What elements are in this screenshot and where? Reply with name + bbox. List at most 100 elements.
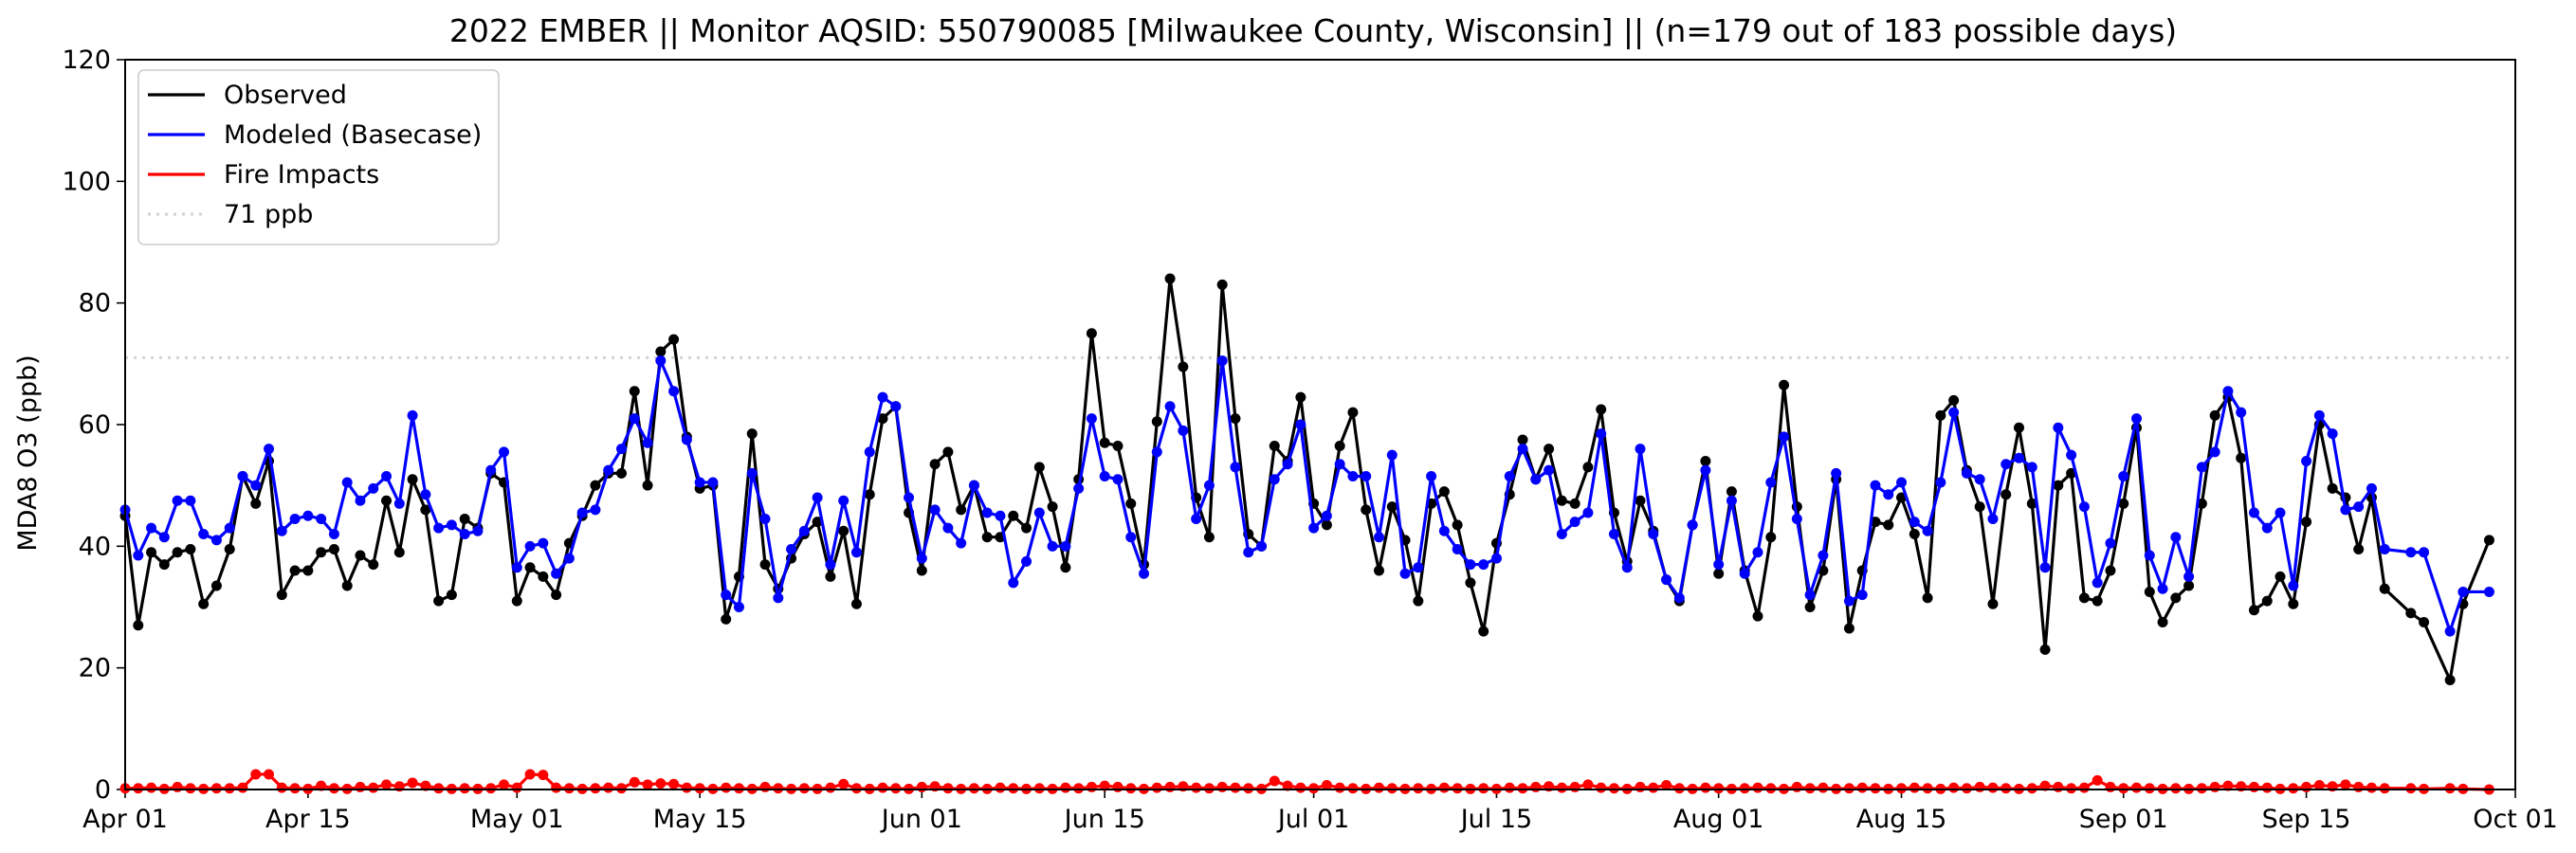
data-point: [133, 550, 144, 561]
data-point: [1713, 559, 1725, 571]
data-point: [2405, 608, 2417, 619]
data-point: [328, 544, 339, 555]
data-point: [1099, 780, 1110, 791]
data-point: [721, 613, 732, 625]
data-point: [2078, 592, 2090, 604]
data-point: [1791, 513, 1802, 524]
data-point: [2157, 583, 2168, 594]
data-point: [615, 467, 627, 479]
data-point: [629, 776, 640, 788]
data-point: [524, 769, 536, 780]
data-point: [1021, 555, 1032, 567]
data-point: [1112, 440, 1124, 451]
data-point: [433, 595, 445, 607]
data-point: [2131, 782, 2142, 793]
y-tick-label: 20: [79, 654, 111, 683]
data-point: [2301, 456, 2312, 466]
data-point: [956, 537, 967, 549]
data-point: [459, 783, 470, 794]
data-point: [981, 532, 993, 543]
data-point: [1713, 783, 1725, 794]
chart-title: 2022 EMBER || Monitor AQSID: 550790085 […: [449, 12, 2177, 49]
data-point: [264, 444, 275, 455]
data-point: [1596, 404, 1607, 415]
data-point: [655, 778, 667, 789]
data-point: [995, 510, 1006, 521]
data-point: [511, 782, 522, 793]
data-point: [2405, 783, 2417, 794]
data-point: [1399, 568, 1411, 579]
data-point: [2039, 644, 2051, 655]
data-point: [1582, 507, 1594, 518]
data-point: [2105, 537, 2116, 549]
data-point: [786, 544, 797, 555]
data-point: [2405, 547, 2417, 558]
data-point: [838, 778, 850, 789]
data-point: [1961, 467, 1972, 479]
data-point: [2261, 595, 2273, 607]
data-point: [1125, 498, 1137, 509]
data-point: [642, 437, 653, 448]
data-point: [198, 529, 210, 539]
data-point: [590, 480, 601, 491]
data-point: [459, 513, 470, 524]
data-point: [185, 495, 196, 506]
data-point: [1922, 783, 1933, 794]
data-point: [1008, 510, 1019, 521]
data-point: [1804, 602, 1816, 612]
data-point: [1178, 361, 1189, 372]
data-point: [629, 386, 640, 397]
data-point: [1125, 783, 1137, 794]
data-point: [2170, 592, 2182, 604]
data-point: [446, 590, 457, 601]
data-point: [1935, 409, 1946, 421]
data-point: [1086, 413, 1097, 425]
data-point: [368, 559, 379, 571]
data-point: [524, 540, 536, 552]
data-point: [499, 446, 509, 458]
data-point: [1739, 783, 1750, 794]
data-point: [210, 580, 222, 591]
data-point: [2144, 783, 2155, 794]
data-point: [1334, 459, 1345, 470]
data-point: [942, 522, 954, 534]
data-point: [1164, 273, 1176, 284]
data-point: [2026, 462, 2037, 473]
data-point: [1151, 782, 1162, 793]
data-point: [250, 480, 262, 491]
x-tick-label: Apr 15: [265, 805, 351, 834]
data-point: [276, 525, 287, 536]
data-point: [2379, 783, 2390, 794]
data-point: [1948, 407, 1960, 418]
data-point: [2183, 571, 2195, 582]
data-point: [2053, 422, 2064, 433]
data-point: [2353, 544, 2365, 555]
data-point: [1164, 781, 1176, 792]
data-point: [1635, 781, 1646, 792]
data-point: [850, 547, 862, 558]
data-point: [563, 553, 575, 564]
data-point: [2457, 586, 2469, 597]
data-point: [2170, 783, 2182, 794]
data-point: [1452, 783, 1463, 794]
data-point: [1321, 519, 1332, 531]
data-point: [1765, 783, 1777, 794]
data-point: [1438, 486, 1450, 498]
data-point: [407, 474, 418, 485]
data-point: [2026, 498, 2037, 509]
data-point: [1008, 783, 1019, 794]
data-point: [2105, 781, 2116, 792]
data-point: [1779, 379, 1790, 390]
data-point: [1556, 529, 1567, 539]
data-point: [2014, 452, 2025, 463]
data-point: [2379, 583, 2390, 594]
data-point: [1203, 480, 1215, 491]
data-point: [1556, 495, 1567, 506]
data-point: [316, 780, 327, 791]
data-point: [1673, 783, 1685, 794]
data-point: [2313, 409, 2325, 421]
data-point: [1295, 782, 1306, 793]
data-point: [302, 565, 314, 576]
data-point: [681, 434, 692, 445]
data-point: [694, 783, 705, 794]
